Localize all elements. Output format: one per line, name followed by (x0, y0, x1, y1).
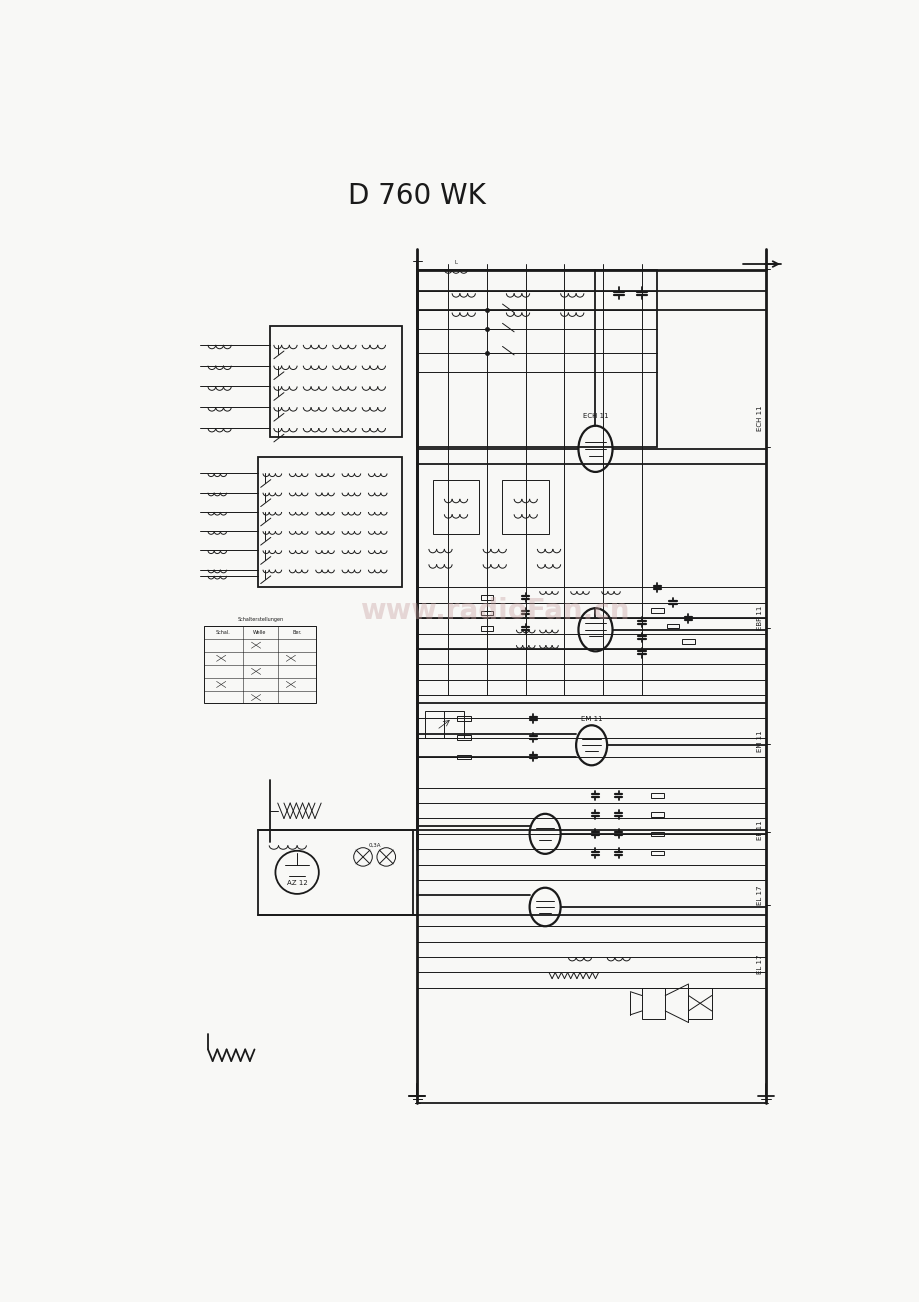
Bar (481, 626, 493, 630)
Text: ECH 11: ECH 11 (582, 414, 607, 419)
Text: 0,3A: 0,3A (368, 842, 380, 848)
Bar (666, 624, 678, 629)
Text: www.radioFan.cn: www.radioFan.cn (359, 596, 629, 625)
Bar (432, 479, 479, 534)
Text: EBF 11: EBF 11 (756, 605, 762, 630)
Bar (269, 326, 402, 437)
Text: Ber.: Ber. (292, 630, 301, 634)
Text: EL 17: EL 17 (756, 885, 762, 905)
Bar (425, 711, 463, 738)
Text: L: L (454, 260, 457, 266)
Bar (651, 812, 663, 816)
Bar (651, 850, 663, 855)
Bar (481, 595, 493, 600)
Bar (258, 457, 402, 587)
Text: EF 11: EF 11 (756, 820, 762, 840)
Bar (456, 755, 471, 759)
Text: Schal.: Schal. (216, 630, 231, 634)
Bar (651, 832, 663, 836)
Bar (417, 271, 657, 448)
Text: EM 11: EM 11 (580, 716, 602, 723)
Bar (651, 793, 663, 798)
Text: Welle: Welle (253, 630, 267, 634)
Text: EM 11: EM 11 (756, 730, 762, 753)
Bar (204, 626, 316, 703)
Text: D 760 WK: D 760 WK (348, 182, 485, 211)
Bar (456, 716, 471, 720)
Bar (682, 639, 694, 643)
Text: AZ 12: AZ 12 (287, 880, 307, 887)
Text: Schalterstellungen: Schalterstellungen (237, 617, 283, 622)
Bar (502, 479, 549, 534)
Text: ECH 11: ECH 11 (756, 405, 762, 431)
Bar (651, 608, 663, 613)
Bar (456, 736, 471, 740)
Bar (258, 829, 413, 915)
Bar (641, 988, 664, 1018)
Text: EL 17: EL 17 (756, 954, 762, 974)
Bar (687, 988, 711, 1018)
Bar (481, 611, 493, 615)
